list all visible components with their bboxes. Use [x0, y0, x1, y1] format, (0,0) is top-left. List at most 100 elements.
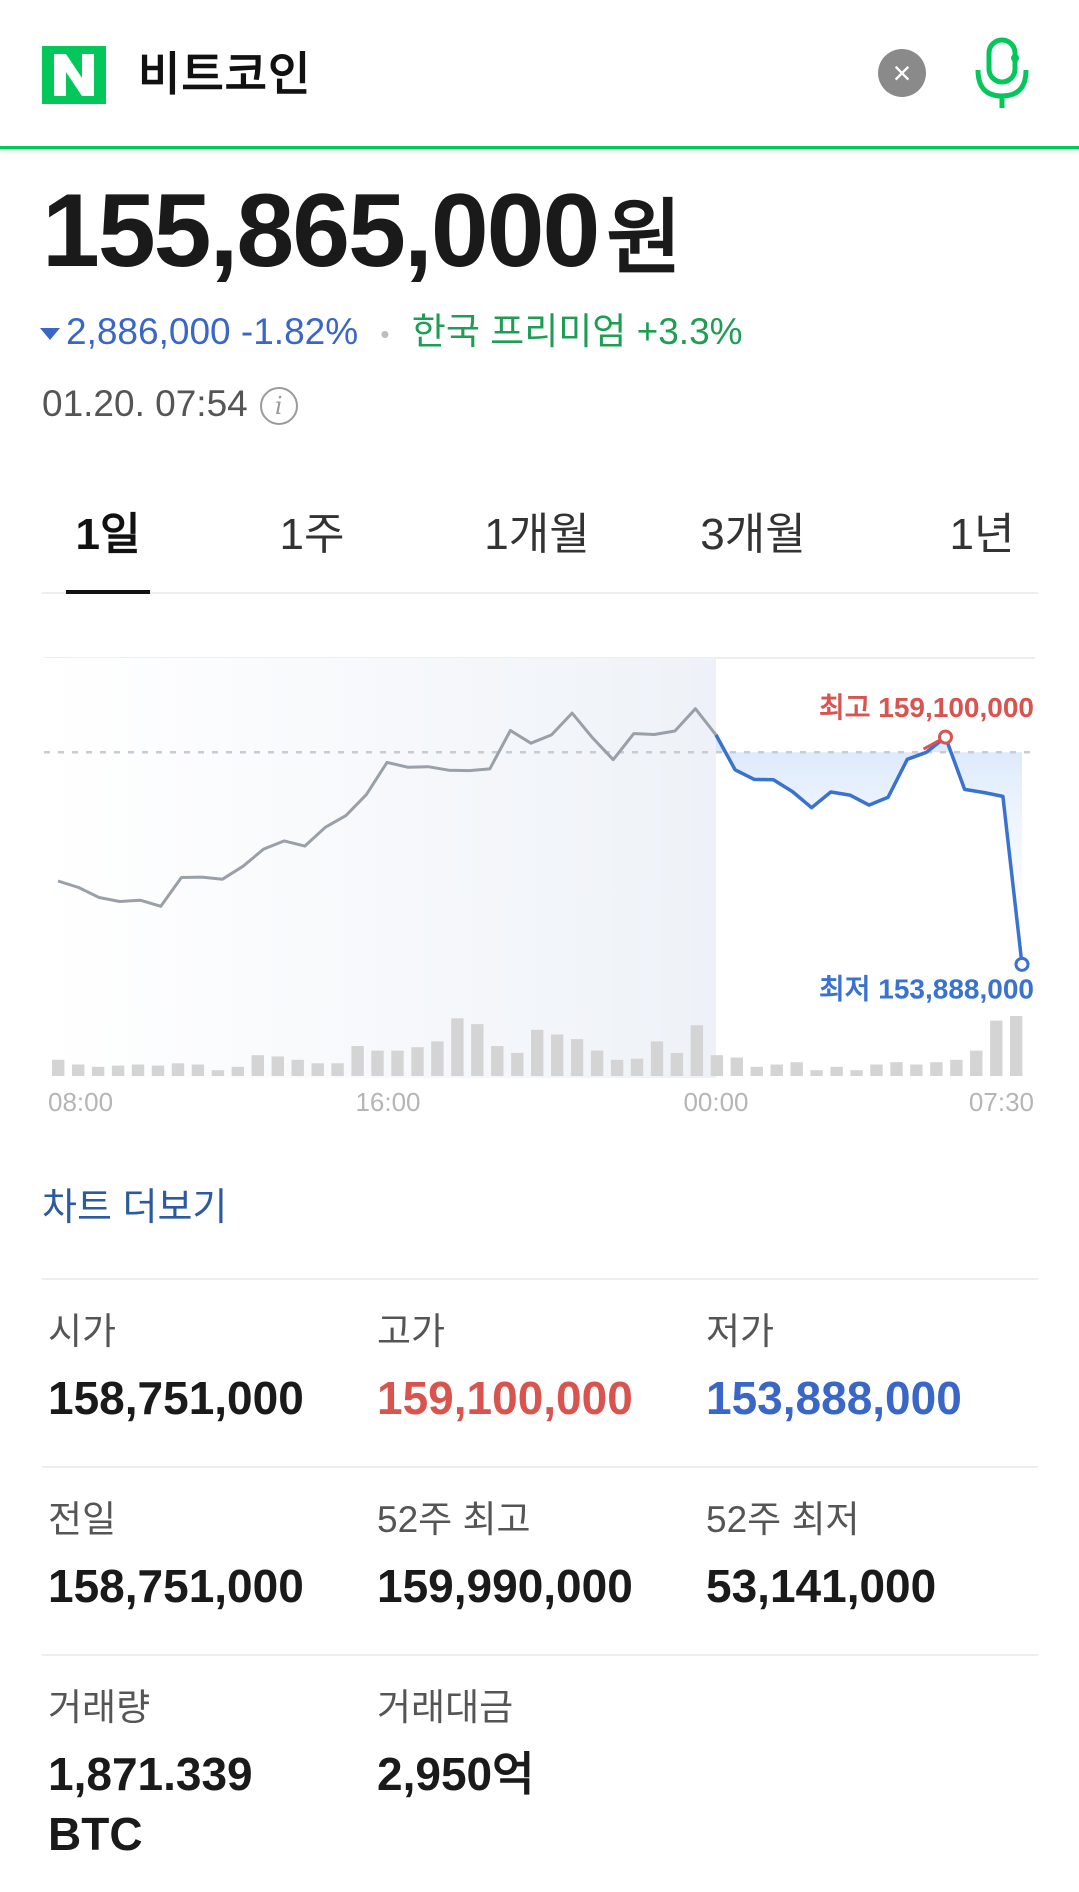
volume-bar: [171, 1063, 185, 1076]
volume-bar: [451, 1018, 464, 1076]
x-tick-label: 07:30: [969, 1087, 1034, 1117]
volume-bar: [431, 1041, 444, 1076]
divider: [42, 1278, 1038, 1280]
volume-bar: [910, 1064, 923, 1076]
volume-bar: [231, 1066, 244, 1076]
volume-bar: [411, 1047, 424, 1076]
low-label: 최저 153,888,000: [819, 973, 1034, 1004]
volume-bar: [670, 1052, 684, 1076]
volume-bar: [211, 1070, 225, 1076]
volume-bar: [551, 1034, 564, 1076]
volume-bars: [52, 1016, 1023, 1076]
stat-low: 저가 153,888,000: [706, 1308, 1026, 1428]
current-price: 155,865,000원: [42, 176, 682, 294]
price-chart[interactable]: 최고 159,100,000 최저 153,888,000 08:00 16:0…: [0, 640, 1079, 1120]
volume-bar: [1010, 1016, 1023, 1076]
stat-value: 53,141,000: [706, 1560, 937, 1612]
volume-bar: [291, 1059, 304, 1076]
volume-bar: [391, 1050, 404, 1076]
premium-value[interactable]: +3.3%: [636, 311, 743, 352]
volume-bar: [790, 1062, 803, 1076]
volume-bar: [810, 1070, 823, 1076]
change-amount: 2,886,000: [66, 311, 231, 352]
stat-value: 158,751,000: [48, 1560, 304, 1612]
stat-previous-close: 전일 158,751,000: [48, 1496, 368, 1616]
stat-value: 153,888,000: [706, 1372, 962, 1424]
volume-bar: [690, 1025, 704, 1076]
low-point-marker: [1014, 956, 1030, 972]
volume-bar: [311, 1063, 324, 1076]
volume-bar: [610, 1059, 624, 1076]
volume-bar: [151, 1065, 165, 1076]
today-price-line: [714, 734, 1024, 965]
volume-bar: [990, 1020, 1003, 1076]
stat-value: 2,950억: [377, 1748, 535, 1800]
stat-label: 거래량: [48, 1687, 151, 1728]
chart-more-link[interactable]: 차트 더보기: [42, 1187, 228, 1229]
divider: [42, 1466, 1038, 1468]
volume-bar: [491, 1046, 504, 1076]
volume-bar: [271, 1056, 284, 1076]
volume-bar: [351, 1046, 364, 1076]
volume-bar: [331, 1063, 344, 1076]
stat-label: 전일: [48, 1499, 117, 1540]
clear-icon[interactable]: ×: [878, 49, 926, 97]
volume-bar: [870, 1064, 883, 1076]
stat-value: 158,751,000: [48, 1372, 304, 1424]
change-percent: -1.82%: [240, 311, 359, 352]
naver-logo[interactable]: [42, 46, 106, 104]
volume-bar: [570, 1039, 584, 1076]
volume-bar: [111, 1065, 125, 1076]
stat-trade-value: 거래대금 2,950억: [377, 1684, 697, 1804]
premium-label[interactable]: 한국 프리미엄: [411, 311, 627, 352]
price-value: 155,865,000: [42, 173, 600, 289]
volume-bar: [930, 1062, 943, 1076]
stat-label: 고가: [377, 1311, 446, 1352]
search-header: 비트코인 ×: [0, 0, 1079, 149]
volume-bar: [511, 1052, 524, 1076]
volume-bar: [52, 1059, 65, 1076]
tab-1-week[interactable]: 1주: [279, 510, 345, 559]
past-price-line: [57, 707, 718, 908]
volume-bar: [650, 1041, 664, 1076]
price-unit: 원: [606, 193, 682, 284]
past-area-shade: [44, 658, 716, 1078]
x-tick-label: 00:00: [683, 1087, 748, 1117]
volume-bar: [730, 1057, 743, 1076]
separator-dot: •: [380, 319, 390, 350]
period-tabs: 1일 1주 1개월 3개월 1년: [42, 500, 1038, 594]
volume-bar: [770, 1064, 783, 1076]
stat-volume: 거래량 1,871.339 BTC: [48, 1684, 308, 1864]
info-icon[interactable]: i: [259, 387, 298, 426]
stat-label: 52주 최고: [377, 1499, 531, 1540]
down-arrow-icon: [40, 328, 60, 341]
volume-bar: [750, 1066, 763, 1076]
stat-label: 거래대금: [377, 1687, 514, 1728]
tab-1-day[interactable]: 1일: [66, 500, 150, 594]
stat-label: 시가: [48, 1311, 117, 1352]
volume-bar: [531, 1029, 544, 1076]
stat-value: 159,990,000: [377, 1560, 633, 1612]
microphone-icon[interactable]: [972, 36, 1032, 112]
tab-1-year[interactable]: 1년: [949, 510, 1015, 559]
divider: [42, 1654, 1038, 1656]
volume-bar: [890, 1062, 903, 1076]
price-change-row: 2,886,000 -1.82% • 한국 프리미엄 +3.3%: [40, 308, 743, 358]
volume-bar: [830, 1066, 843, 1076]
high-label: 최고 159,100,000: [819, 692, 1034, 723]
volume-bar: [590, 1050, 604, 1076]
timestamp-text: 01.20. 07:54: [42, 383, 248, 424]
today-area-fill: [716, 734, 1022, 965]
stat-label: 저가: [706, 1311, 775, 1352]
volume-bar: [131, 1064, 145, 1076]
volume-bar: [850, 1070, 863, 1076]
volume-bar: [72, 1064, 85, 1076]
volume-bar: [630, 1058, 644, 1076]
tab-1-month[interactable]: 1개월: [484, 510, 590, 559]
high-point-marker: [938, 729, 953, 745]
x-tick-label: 08:00: [48, 1087, 113, 1117]
search-query[interactable]: 비트코인: [138, 48, 312, 100]
tab-3-months[interactable]: 3개월: [700, 510, 806, 559]
volume-bar: [950, 1059, 963, 1076]
stat-open: 시가 158,751,000: [48, 1308, 368, 1428]
